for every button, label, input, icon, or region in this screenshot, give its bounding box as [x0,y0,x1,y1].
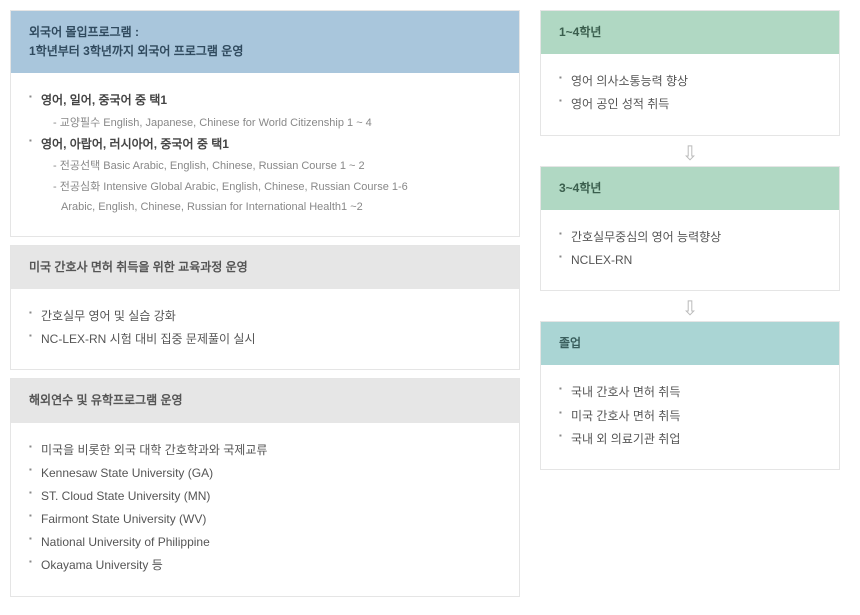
section-body: 미국을 비롯한 외국 대학 간호학과와 국제교류 Kennesaw State … [11,423,519,596]
sub-item: 전공선택 Basic Arabic, English, Chinese, Rus… [29,158,501,175]
sub-item: 전공심화 Intensive Global Arabic, English, C… [29,179,501,196]
list-item: Kennesaw State University (GA) [29,464,501,483]
list-item: 영어 의사소통능력 향상 [559,72,821,91]
header-title: 1~4학년 [559,25,601,39]
header-title: 3~4학년 [559,181,601,195]
phase-header: 졸업 [541,322,839,365]
list-item: 국내 간호사 면허 취득 [559,383,821,402]
phase-body: 영어 의사소통능력 향상 영어 공인 성적 취득 [541,54,839,134]
phase-years-3-4: 3~4학년 간호실무중심의 영어 능력향상 NCLEX-RN [540,166,840,292]
list-item: ST. Cloud State University (MN) [29,487,501,506]
phase-graduation: 졸업 국내 간호사 면허 취득 미국 간호사 면허 취득 국내 외 의료기관 취… [540,321,840,470]
list-item: 영어, 일어, 중국어 중 택1 [29,91,501,110]
section-body: 영어, 일어, 중국어 중 택1 교양필수 English, Japanese,… [11,73,519,235]
header-title: 해외연수 및 유학프로그램 운영 [29,393,183,407]
phase-header: 1~4학년 [541,11,839,54]
section-overseas-program: 해외연수 및 유학프로그램 운영 미국을 비롯한 외국 대학 간호학과와 국제교… [10,378,520,596]
list-item: NCLEX-RN [559,251,821,270]
down-arrow-icon: ⇩ [540,144,840,164]
list-item: 미국을 비롯한 외국 대학 간호학과와 국제교류 [29,441,501,460]
layout-wrapper: 외국어 몰입프로그램 : 1학년부터 3학년까지 외국어 프로그램 운영 영어,… [10,10,850,605]
phase-body: 국내 간호사 면허 취득 미국 간호사 면허 취득 국내 외 의료기관 취업 [541,365,839,469]
list-item: 미국 간호사 면허 취득 [559,407,821,426]
section-header: 미국 간호사 면허 취득을 위한 교육과정 운영 [11,246,519,289]
left-column: 외국어 몰입프로그램 : 1학년부터 3학년까지 외국어 프로그램 운영 영어,… [10,10,520,605]
down-arrow-icon: ⇩ [540,299,840,319]
section-us-nurse-license: 미국 간호사 면허 취득을 위한 교육과정 운영 간호실무 영어 및 실습 강화… [10,245,520,371]
header-title: 졸업 [559,336,581,350]
list-item: 국내 외 의료기관 취업 [559,430,821,449]
section-body: 간호실무 영어 및 실습 강화 NC-LEX-RN 시험 대비 집중 문제풀이 … [11,289,519,369]
phase-years-1-4: 1~4학년 영어 의사소통능력 향상 영어 공인 성적 취득 [540,10,840,136]
section-language-immersion: 외국어 몰입프로그램 : 1학년부터 3학년까지 외국어 프로그램 운영 영어,… [10,10,520,237]
header-line1: 외국어 몰입프로그램 : [29,23,501,42]
phase-body: 간호실무중심의 영어 능력향상 NCLEX-RN [541,210,839,290]
list-item: 영어, 아랍어, 러시아어, 중국어 중 택1 [29,135,501,154]
list-item: 영어 공인 성적 취득 [559,95,821,114]
section-header: 외국어 몰입프로그램 : 1학년부터 3학년까지 외국어 프로그램 운영 [11,11,519,73]
list-item: 간호실무중심의 영어 능력향상 [559,228,821,247]
sub-item-cont: Arabic, English, Chinese, Russian for In… [29,199,501,216]
right-column: 1~4학년 영어 의사소통능력 향상 영어 공인 성적 취득 ⇩ 3~4학년 간… [540,10,840,605]
sub-item: 교양필수 English, Japanese, Chinese for Worl… [29,115,501,132]
list-item: 간호실무 영어 및 실습 강화 [29,307,501,326]
list-item: NC-LEX-RN 시험 대비 집중 문제풀이 실시 [29,330,501,349]
list-item: Okayama University 등 [29,556,501,575]
section-header: 해외연수 및 유학프로그램 운영 [11,379,519,422]
list-item: Fairmont State University (WV) [29,510,501,529]
header-title: 미국 간호사 면허 취득을 위한 교육과정 운영 [29,260,248,274]
header-line2: 1학년부터 3학년까지 외국어 프로그램 운영 [29,42,501,61]
list-item: National University of Philippine [29,533,501,552]
phase-header: 3~4학년 [541,167,839,210]
